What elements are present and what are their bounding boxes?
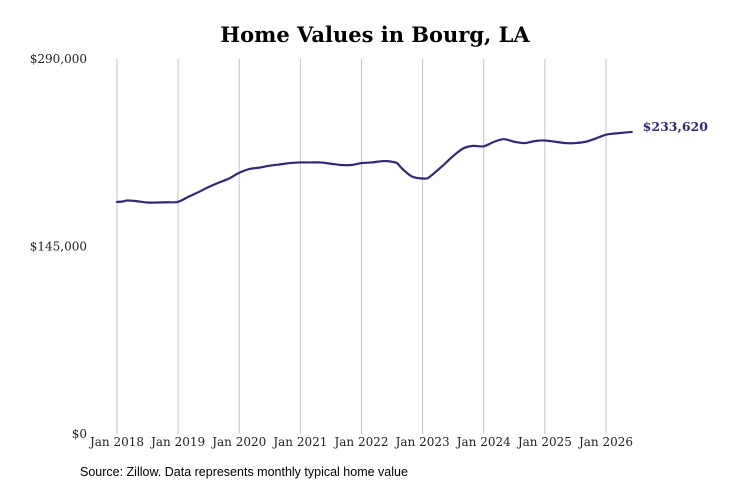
source-note: Source: Zillow. Data represents monthly … bbox=[80, 465, 408, 479]
x-tick-label: Jan 2018 bbox=[88, 435, 144, 449]
x-tick-label: Jan 2020 bbox=[210, 435, 266, 449]
x-tick-label: Jan 2021 bbox=[271, 435, 327, 449]
x-tick-label: Jan 2023 bbox=[394, 435, 450, 449]
y-tick-label: $290,000 bbox=[30, 52, 87, 66]
x-tick-label: Jan 2022 bbox=[332, 435, 388, 449]
x-tick-label: Jan 2019 bbox=[149, 435, 205, 449]
x-axis-ticks: Jan 2018 Jan 2019 Jan 2020 Jan 2021 Jan 2022… bbox=[88, 435, 633, 449]
end-value-label: $233,620 bbox=[643, 119, 709, 134]
x-tick-label: Jan 2025 bbox=[516, 435, 572, 449]
y-axis-ticks: $0 $145,000 $290,000 bbox=[30, 52, 87, 441]
x-tick-label: Jan 2026 bbox=[577, 435, 633, 449]
grid-lines bbox=[116, 59, 607, 434]
y-tick-label: $0 bbox=[72, 427, 87, 441]
chart-title: Home Values in Bourg, LA bbox=[220, 22, 530, 47]
x-tick-label: Jan 2024 bbox=[455, 435, 511, 449]
home-value-line bbox=[115, 130, 633, 204]
y-tick-label: $145,000 bbox=[30, 240, 87, 254]
